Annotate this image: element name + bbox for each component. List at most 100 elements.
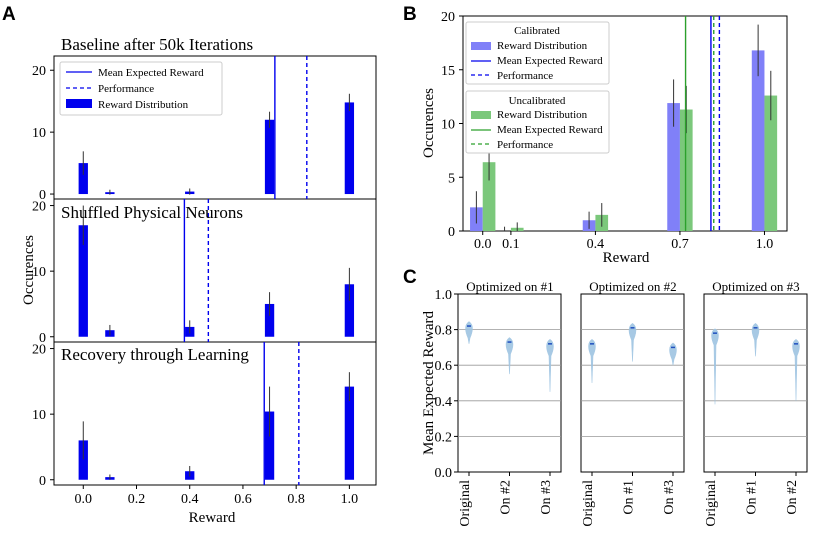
x-tick-label: 0.7: [671, 237, 689, 252]
legend-calibrated-box: [465, 21, 610, 85]
legend-uncalibrated-title: Uncalibrated: [509, 95, 566, 107]
y-tick-label: 20: [32, 343, 46, 358]
legend-cal-perf-label: Performance: [497, 70, 553, 82]
bar: [264, 303, 275, 337]
panel-c-sub3-title: Optimized on #3: [712, 279, 799, 294]
panel-c-sub3-frame: [703, 293, 808, 473]
legend-uncal-dist-swatch: [471, 111, 491, 119]
violin: [711, 328, 719, 405]
panel-letter-a: A: [2, 4, 16, 25]
panel-c: 0.0 0.2 0.4 0.6 0.8 1.0 Original On #2 On #3 Orig…: [421, 279, 808, 527]
legend-calibrated-title: Calibrated: [514, 25, 560, 37]
legend-cal-dist-label: Reward Distribution: [497, 40, 588, 52]
x-tick-label: 0.4: [587, 237, 605, 252]
legend-uncal-dist-label: Reward Distribution: [497, 109, 588, 121]
bar: [344, 386, 355, 480]
panel-a: 0 10 20 0 10 20 0 10 20 0.0 0.2 0.4 0.6 0.8 1.0 Base…: [21, 35, 377, 526]
panel-c-sub1-title: Optimized on #1: [466, 279, 553, 294]
bar: [264, 119, 275, 195]
y-tick-label: 10: [32, 126, 46, 141]
legend-mean-label: Mean Expected Reward: [98, 67, 204, 79]
violin: [751, 323, 760, 357]
bar: [78, 440, 88, 480]
x-tick-label: 0.0: [474, 237, 492, 252]
panel-c-sub2-title: Optimized on #2: [589, 279, 676, 294]
panel-letter-b: B: [403, 4, 417, 25]
y-tick-label: 20: [32, 200, 46, 215]
y-tick-label: 10: [32, 408, 46, 423]
y-tick-label: 20: [441, 10, 455, 25]
legend-uncal-perf-label: Performance: [497, 139, 553, 151]
bar-uncalibrated: [679, 109, 693, 231]
x-tick-label: 1.0: [341, 492, 359, 507]
bar-uncalibrated: [764, 95, 778, 231]
panel-c-plot: 0.0 0.2 0.4 0.6 0.8 1.0 Original On #2 On #3 Orig…: [435, 288, 807, 527]
x-tick-label: On #2: [785, 480, 800, 515]
x-tick-label: On #1: [745, 480, 760, 515]
legend-uncalibrated-box: [465, 90, 610, 154]
y-tick-label: 0: [39, 331, 46, 346]
x-tick-label: 1.0: [756, 237, 774, 252]
y-tick-label: 20: [32, 64, 46, 79]
x-tick-label: On #1: [622, 480, 637, 515]
panel-b-xlabel: Reward: [603, 250, 650, 266]
subplot-a3-plot: 0 10 20 0.0 0.2 0.4 0.6 0.8 1.0: [32, 342, 358, 507]
x-tick-label: Original: [704, 480, 719, 527]
subplot-a3-title: Recovery through Learning: [61, 345, 249, 364]
panel-c-ylabel: Mean Expected Reward: [421, 310, 437, 455]
y-tick-label: 15: [441, 64, 455, 79]
panel-b-plot: 0 5 10 15 20 0.0 0.1 0.4 0.7 1.0: [441, 10, 778, 252]
x-tick-label: 0.4: [181, 492, 199, 507]
x-tick-label: On #2: [499, 480, 514, 515]
x-tick-label: On #3: [539, 480, 554, 515]
y-tick-label: 0.8: [435, 324, 453, 339]
bar: [344, 102, 355, 195]
subplot-a1-plot: 0 10 20: [32, 56, 355, 203]
bar: [344, 284, 355, 337]
x-tick-label: 0.2: [128, 492, 146, 507]
legend-distribution-swatch: [66, 99, 92, 108]
y-tick-label: 5: [448, 171, 455, 186]
bar-calibrated: [667, 103, 680, 231]
legend-uncalibrated: Uncalibrated Reward Distribution Mean Ex…: [465, 90, 610, 154]
y-tick-label: 0: [39, 188, 46, 203]
legend-distribution-label: Reward Distribution: [98, 99, 189, 111]
violin: [669, 342, 677, 366]
panel-c-sub2-frame: [580, 293, 685, 473]
y-tick-label: 1.0: [435, 288, 453, 303]
y-tick-label: 10: [441, 118, 455, 133]
panel-c-sub1-frame: [457, 293, 562, 473]
x-tick-label: 0.6: [234, 492, 252, 507]
legend-a1-box: [59, 61, 223, 116]
x-tick-label: Original: [581, 480, 596, 527]
panel-a-ylabel: Occurences: [21, 235, 37, 305]
violin: [505, 337, 514, 375]
panel-letter-c: C: [403, 267, 417, 288]
violin: [465, 321, 473, 344]
legend-cal-dist-swatch: [471, 42, 491, 50]
panel-b: 0 5 10 15 20 0.0 0.1 0.4 0.7 1.0 Calibrated Rewar…: [421, 10, 788, 266]
violin: [546, 339, 554, 392]
bar-uncalibrated: [482, 162, 496, 231]
y-tick-label: 0: [448, 225, 455, 240]
legend-calibrated: Calibrated Reward Distribution Mean Expe…: [465, 21, 610, 85]
x-tick-label: 0.0: [75, 492, 93, 507]
subplot-a2-title: Shuffled Physical Neurons: [61, 203, 243, 222]
violin: [792, 339, 800, 401]
x-tick-label: 0.1: [502, 237, 520, 252]
legend-performance-label: Performance: [98, 83, 154, 95]
y-tick-label: 0.2: [435, 430, 453, 445]
y-tick-label: 0.4: [435, 395, 453, 410]
y-tick-label: 0.0: [435, 466, 453, 481]
legend-uncal-mean-label: Mean Expected Reward: [497, 124, 603, 136]
subplot-a1-title: Baseline after 50k Iterations: [61, 35, 253, 54]
bar: [78, 225, 88, 337]
x-tick-label: Original: [458, 480, 473, 527]
bar: [264, 411, 275, 480]
legend-a1: Mean Expected Reward Performance Reward …: [59, 61, 223, 116]
x-tick-label: On #3: [662, 480, 677, 515]
bar-calibrated: [751, 50, 765, 232]
subplot-a2-plot: 0 10 20: [32, 199, 355, 346]
panel-a-xlabel: Reward: [189, 510, 236, 526]
